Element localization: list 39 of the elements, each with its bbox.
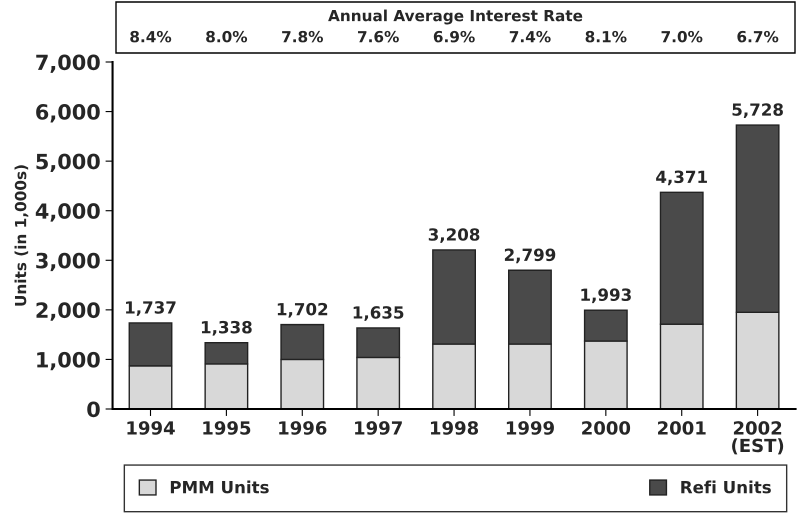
y-tick-label: 3,000 [36, 252, 100, 272]
x-tick-label: 2002 (EST) [732, 421, 784, 454]
text: 7.8% [282, 30, 323, 42]
total-label: 1,702 [278, 302, 328, 318]
text: 7.6% [358, 30, 399, 42]
total-label: 4,371 [656, 170, 707, 186]
x-tick-label: 1995 [203, 421, 250, 435]
y-tick-label: 7,000 [36, 54, 100, 73]
text: 8.4% [130, 30, 172, 42]
x-tick-label: 2000 [582, 421, 630, 435]
x-tick-label: 2001 [658, 421, 706, 435]
y-axis-title: Units (in 1,000s) [14, 165, 28, 306]
x-tick-label: 1997 [355, 421, 402, 435]
total-label: 1,993 [581, 288, 631, 304]
y-tick-label: 0 [87, 401, 100, 418]
legend-label: Refi Units [681, 480, 771, 494]
x-tick-label: 1999 [506, 421, 554, 435]
y-tick-label: 6,000 [36, 104, 100, 122]
total-label: 1,338 [202, 320, 252, 336]
x-tick-label: 1996 [279, 421, 326, 435]
x-tick-label: 1994 [127, 421, 175, 435]
text: 8.0% [206, 30, 248, 42]
text: 6.7% [737, 30, 778, 42]
total-label: 5,728 [732, 103, 783, 118]
total-label: 2,799 [504, 248, 556, 264]
y-tick-label: 4,000 [36, 203, 100, 222]
text: 7.0% [662, 30, 702, 42]
y-tick-label: 1,000 [37, 352, 100, 370]
total-label: 3,208 [428, 228, 480, 243]
text: 8.1% [586, 30, 627, 42]
legend-label: PMM Units [170, 480, 269, 494]
chart-title: Annual Average Interest Rate [328, 10, 582, 24]
y-tick-label: 2,000 [36, 302, 100, 321]
text: 7.4% [510, 30, 551, 42]
total-label: 1,635 [354, 306, 404, 321]
x-tick-label: 1998 [430, 421, 478, 435]
text: 6.9% [434, 30, 475, 42]
total-label: 1,737 [126, 301, 176, 316]
y-tick-label: 5,000 [36, 154, 100, 172]
